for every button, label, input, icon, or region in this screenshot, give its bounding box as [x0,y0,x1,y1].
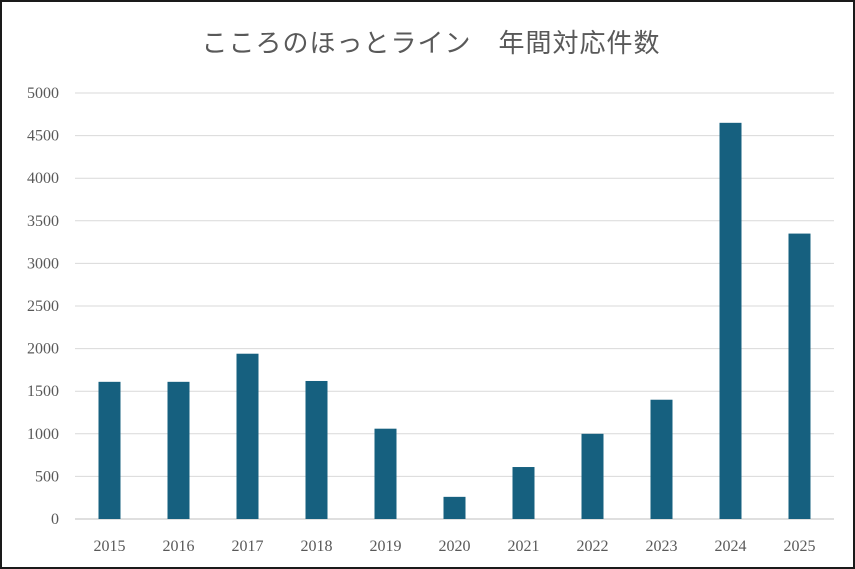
y-tick-label: 2500 [27,298,59,315]
x-tick-label: 2025 [784,538,816,555]
x-tick-label: 2023 [646,538,678,555]
y-tick-label: 500 [35,468,59,485]
chart-title: こころのほっとライン 年間対応件数 [201,29,660,59]
x-tick-label: 2017 [232,538,264,555]
x-tick-label: 2021 [508,538,540,555]
bar-2021 [512,467,535,519]
bar-2025 [788,233,811,519]
y-tick-label: 2000 [27,341,59,358]
x-tick-label: 2022 [577,538,609,555]
x-tick-label: 2016 [163,538,195,555]
y-tick-label: 1000 [27,426,59,443]
bar-2020 [443,496,466,519]
y-tick-label: 4000 [27,170,59,187]
bar-2018 [305,380,328,519]
y-tick-label: 0 [51,511,59,528]
bar-2024 [719,122,742,519]
bar-2015 [98,381,121,519]
y-axis-tick-labels: 0 500 1000 1500 2000 2500 3000 3500 4000 4500 5000 [27,85,59,528]
bar-2019 [374,428,397,519]
bar-2022 [581,433,604,519]
x-tick-label: 2015 [94,538,126,555]
x-tick-label: 2018 [301,538,333,555]
gridlines [75,92,834,520]
y-tick-label: 4500 [27,128,59,145]
x-tick-label: 2020 [439,538,471,555]
bar-2016 [167,381,190,519]
x-tick-label: 2024 [715,538,747,555]
x-axis-tick-labels: 2015 2016 2017 2018 2019 2020 2021 2022 2023 2024… [94,538,816,555]
bars [98,122,811,519]
y-tick-label: 3000 [27,255,59,272]
y-tick-label: 1500 [27,383,59,400]
y-tick-label: 5000 [27,85,59,102]
bar-2017 [236,353,259,519]
x-tick-label: 2019 [370,538,402,555]
bar-2023 [650,399,673,519]
y-tick-label: 3500 [27,213,59,230]
